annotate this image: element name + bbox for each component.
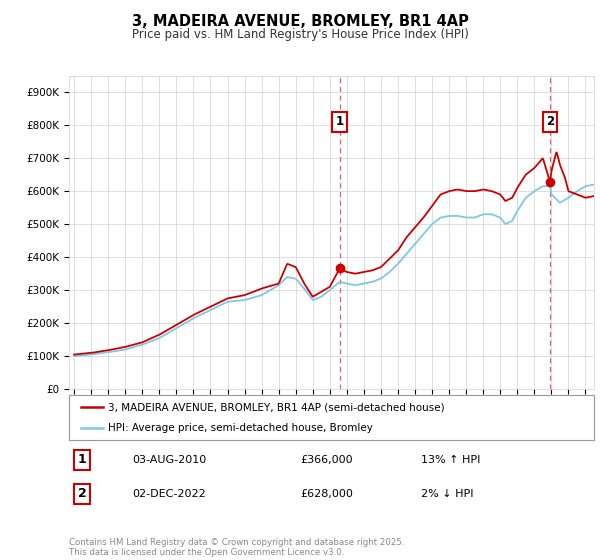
Text: 1: 1	[78, 454, 86, 466]
Text: £628,000: £628,000	[300, 488, 353, 498]
Text: 3, MADEIRA AVENUE, BROMLEY, BR1 4AP: 3, MADEIRA AVENUE, BROMLEY, BR1 4AP	[131, 14, 469, 29]
Text: Price paid vs. HM Land Registry's House Price Index (HPI): Price paid vs. HM Land Registry's House …	[131, 28, 469, 41]
Text: £366,000: £366,000	[300, 455, 353, 465]
Text: HPI: Average price, semi-detached house, Bromley: HPI: Average price, semi-detached house,…	[109, 423, 373, 433]
Text: 13% ↑ HPI: 13% ↑ HPI	[421, 455, 480, 465]
Text: 2% ↓ HPI: 2% ↓ HPI	[421, 488, 473, 498]
Text: 03-AUG-2010: 03-AUG-2010	[132, 455, 206, 465]
Text: 1: 1	[335, 115, 344, 128]
Text: 3, MADEIRA AVENUE, BROMLEY, BR1 4AP (semi-detached house): 3, MADEIRA AVENUE, BROMLEY, BR1 4AP (sem…	[109, 402, 445, 412]
Text: 2: 2	[546, 115, 554, 128]
Text: 2: 2	[78, 487, 86, 500]
Text: Contains HM Land Registry data © Crown copyright and database right 2025.
This d: Contains HM Land Registry data © Crown c…	[69, 538, 404, 557]
Text: 02-DEC-2022: 02-DEC-2022	[132, 488, 206, 498]
